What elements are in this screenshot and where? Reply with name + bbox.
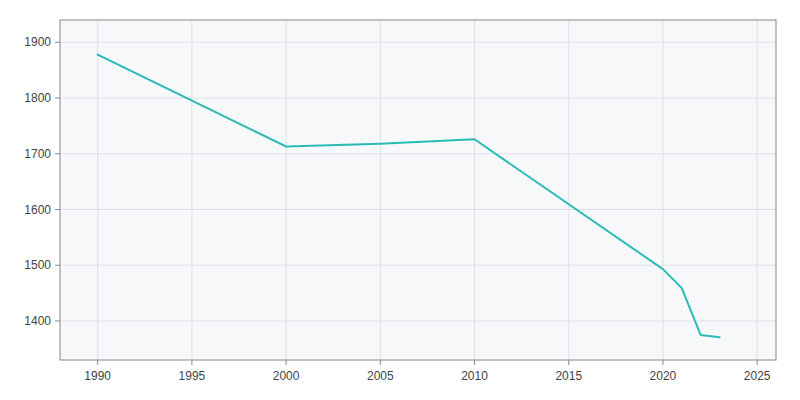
y-tick-label: 1900 bbox=[24, 35, 51, 49]
chart-container: 1990 1995 2000 2005 2010 2015 2020 2025 1400 1500… bbox=[0, 0, 800, 400]
axes: 1990 1995 2000 2005 2010 2015 2020 2025 1400 1500… bbox=[24, 20, 776, 383]
page: {"chart_data": {"type": "line", "x": [19… bbox=[0, 0, 800, 400]
y-tick bbox=[55, 265, 60, 266]
y-tick-label: 1500 bbox=[24, 258, 51, 272]
x-grid-line bbox=[474, 20, 475, 360]
y-tick-label: 1400 bbox=[24, 314, 51, 328]
x-tick bbox=[757, 360, 758, 365]
x-tick-label: 2020 bbox=[650, 369, 677, 383]
x-tick-label: 2005 bbox=[367, 369, 394, 383]
x-grid-line bbox=[757, 20, 758, 360]
y-tick-label: 1700 bbox=[24, 147, 51, 161]
x-tick bbox=[97, 360, 98, 365]
y-grid-line bbox=[60, 209, 776, 210]
grid bbox=[60, 20, 776, 360]
y-tick bbox=[55, 98, 60, 99]
y-tick bbox=[55, 320, 60, 321]
chart-svg: 1990 1995 2000 2005 2010 2015 2020 2025 1400 1500… bbox=[0, 0, 800, 400]
plot-frame bbox=[60, 20, 776, 360]
data-line bbox=[98, 55, 720, 338]
x-tick-label: 2000 bbox=[273, 369, 300, 383]
x-tick bbox=[191, 360, 192, 365]
plot-background bbox=[60, 20, 776, 360]
x-tick-label: 2015 bbox=[555, 369, 582, 383]
x-tick-label: 2025 bbox=[744, 369, 771, 383]
x-tick bbox=[568, 360, 569, 365]
x-grid-line bbox=[191, 20, 192, 360]
x-tick bbox=[474, 360, 475, 365]
x-tick bbox=[380, 360, 381, 365]
x-grid-line bbox=[568, 20, 569, 360]
y-grid-line bbox=[60, 42, 776, 43]
y-grid-line bbox=[60, 265, 776, 266]
y-tick-label: 1800 bbox=[24, 91, 51, 105]
y-tick bbox=[55, 153, 60, 154]
x-grid-line bbox=[286, 20, 287, 360]
y-grid-line bbox=[60, 320, 776, 321]
y-tick-label: 1600 bbox=[24, 203, 51, 217]
y-tick bbox=[55, 209, 60, 210]
x-tick-label: 1990 bbox=[84, 369, 111, 383]
y-tick bbox=[55, 42, 60, 43]
data-layer bbox=[98, 55, 720, 338]
x-tick-label: 2010 bbox=[461, 369, 488, 383]
x-grid-line bbox=[662, 20, 663, 360]
x-tick-label: 1995 bbox=[179, 369, 206, 383]
x-grid-line bbox=[97, 20, 98, 360]
x-grid-line bbox=[380, 20, 381, 360]
x-tick bbox=[286, 360, 287, 365]
x-tick bbox=[662, 360, 663, 365]
y-grid-line bbox=[60, 153, 776, 154]
y-grid-line bbox=[60, 98, 776, 99]
